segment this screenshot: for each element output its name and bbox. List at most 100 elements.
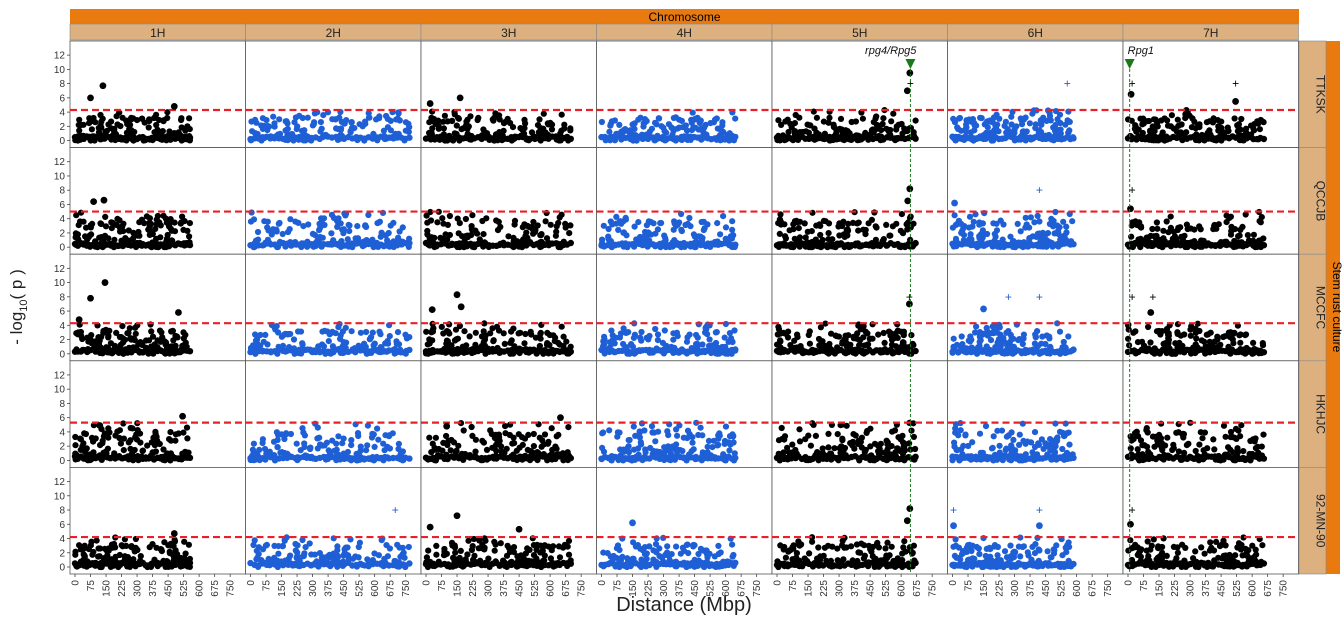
data-point [785,328,792,335]
data-point [183,424,191,431]
data-point [387,117,394,124]
data-point [509,124,517,131]
data-point [331,447,338,454]
data-point [1008,444,1015,451]
data-point [389,430,396,437]
data-point [600,448,608,455]
data-point [566,230,573,237]
data-point [949,224,957,231]
data-point [157,222,164,229]
data-point [273,228,280,235]
data-point [1231,115,1238,122]
data-point [1040,114,1047,121]
data-point [284,331,291,338]
data-point [260,338,267,345]
data-point [912,453,919,460]
data-point [888,118,895,125]
data-point [247,218,255,225]
data-point [275,220,282,227]
data-point [1191,226,1198,233]
data-point [635,219,642,226]
data-point [1069,218,1076,225]
data-point [440,125,447,132]
data-point [105,334,112,341]
data-point [72,433,79,441]
data-point [182,331,189,339]
data-point [643,118,650,125]
data-point [611,340,618,347]
data-point [319,328,326,335]
data-point [153,121,160,129]
data-point [867,443,874,450]
data-point [305,221,312,228]
data-point [1056,129,1063,136]
data-point [332,330,339,337]
data-point [284,229,292,236]
data-point [1056,111,1064,118]
data-point [1260,349,1268,356]
data-point [682,221,689,229]
data-point [365,114,373,121]
data-point [732,346,739,353]
data-point [508,328,515,335]
data-point [178,116,185,124]
data-point [494,227,502,234]
data-point [839,435,846,442]
panel-QCCJB-3H [420,147,597,255]
data-point [976,338,983,346]
data-point [1242,331,1250,338]
data-point [348,328,355,335]
data-point [129,425,136,432]
data-point [328,211,335,218]
panel-MCCFC-7H [1122,253,1299,362]
data-point [270,113,277,120]
data-point [1149,225,1156,233]
data-point [87,222,94,229]
data-point [480,126,487,133]
data-point [616,334,624,341]
panel-TTKSK-4H [596,40,773,148]
data-point [534,122,542,129]
data-point [628,341,635,348]
panel-HKHJC-2H [245,360,422,468]
data-point [805,331,812,339]
data-point [789,441,796,448]
data-point [1132,122,1139,129]
data-point [1066,118,1073,125]
data-point [359,123,366,130]
data-point [968,118,975,125]
data-point [166,128,173,135]
data-point [348,442,355,449]
data-point [636,428,643,435]
data-point [958,333,965,340]
data-point [131,128,138,136]
data-point [378,229,385,236]
data-point [694,334,701,341]
data-point [1042,440,1049,447]
data-point [399,224,406,231]
data-point [1060,338,1067,346]
data-point [72,230,79,237]
data-point [553,433,560,440]
data-point [434,219,441,226]
data-point [1070,346,1077,353]
data-point [153,216,160,223]
chromosome-strip-7H [1122,23,1299,41]
culture-strip-QCCJB [1298,147,1327,255]
data-point [530,430,537,438]
data-point [813,114,821,121]
data-point [561,125,568,132]
data-point [405,120,412,127]
data-point [679,447,686,455]
data-point [608,118,616,125]
data-point [1125,116,1132,123]
data-point [712,116,719,123]
data-point [1192,125,1199,132]
data-point [180,226,187,233]
data-point [1016,431,1023,438]
data-point [719,122,726,129]
data-point [774,331,781,338]
data-point [316,227,323,234]
data-point [429,327,436,334]
data-point [1154,123,1161,130]
